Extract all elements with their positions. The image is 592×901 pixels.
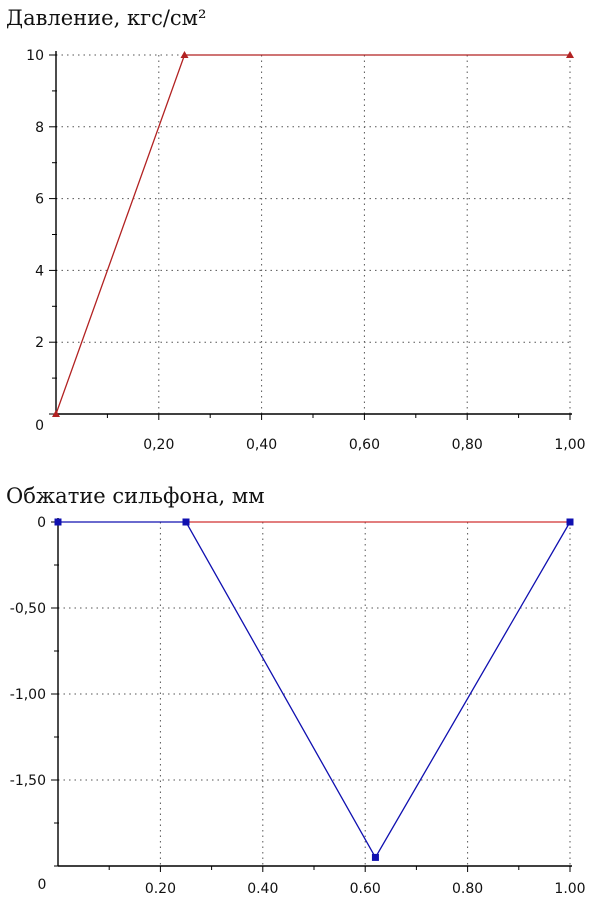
y-tick-label: 10 <box>26 48 44 64</box>
data-point <box>54 518 62 526</box>
y-tick-label: 2 <box>35 335 44 351</box>
data-point <box>566 51 574 58</box>
y-tick-label: -1,50 <box>10 773 46 789</box>
data-point <box>371 853 379 861</box>
y-tick-label: -1,00 <box>10 687 46 703</box>
x-tick-label: 0,60 <box>349 437 380 453</box>
pressure-chart: Давление, кгс/см² 0 2 4 6 8 10 0,20 0,40 0,60 0,8… <box>6 6 586 453</box>
y-tick-label: 4 <box>35 263 44 279</box>
x-tick-label: 0,20 <box>143 437 174 453</box>
y-tick-label: 0 <box>37 515 46 531</box>
x-origin-label: 0 <box>38 877 47 893</box>
x-tick-label: 0.40 <box>247 881 278 897</box>
series-line <box>58 521 571 859</box>
x-tick-label: 0.20 <box>145 881 176 897</box>
x-tick-label: 0,40 <box>246 437 277 453</box>
x-tick-label: 1.00 <box>554 881 585 897</box>
x-tick-label: 0.60 <box>350 881 381 897</box>
data-point <box>180 51 189 58</box>
pressure-chart-title: Давление, кгс/см² <box>6 6 206 30</box>
y-tick-label: 6 <box>35 192 44 208</box>
y-tick-label: 8 <box>35 120 44 136</box>
compression-chart-title: Обжатие сильфона, мм <box>6 484 265 508</box>
y-tick-label: 0 <box>35 418 44 434</box>
x-tick-label: 0,80 <box>452 437 483 453</box>
x-tick-label: 1,00 <box>554 437 585 453</box>
y-tick-label: -0,50 <box>10 601 46 617</box>
data-point <box>566 518 574 526</box>
series-line <box>55 54 570 415</box>
data-point <box>182 518 190 526</box>
x-tick-label: 0.80 <box>452 881 483 897</box>
compression-chart: Обжатие сильфона, мм 0 -0,50 -1,00 -1,50 0.2… <box>6 484 586 897</box>
data-point <box>52 410 60 417</box>
